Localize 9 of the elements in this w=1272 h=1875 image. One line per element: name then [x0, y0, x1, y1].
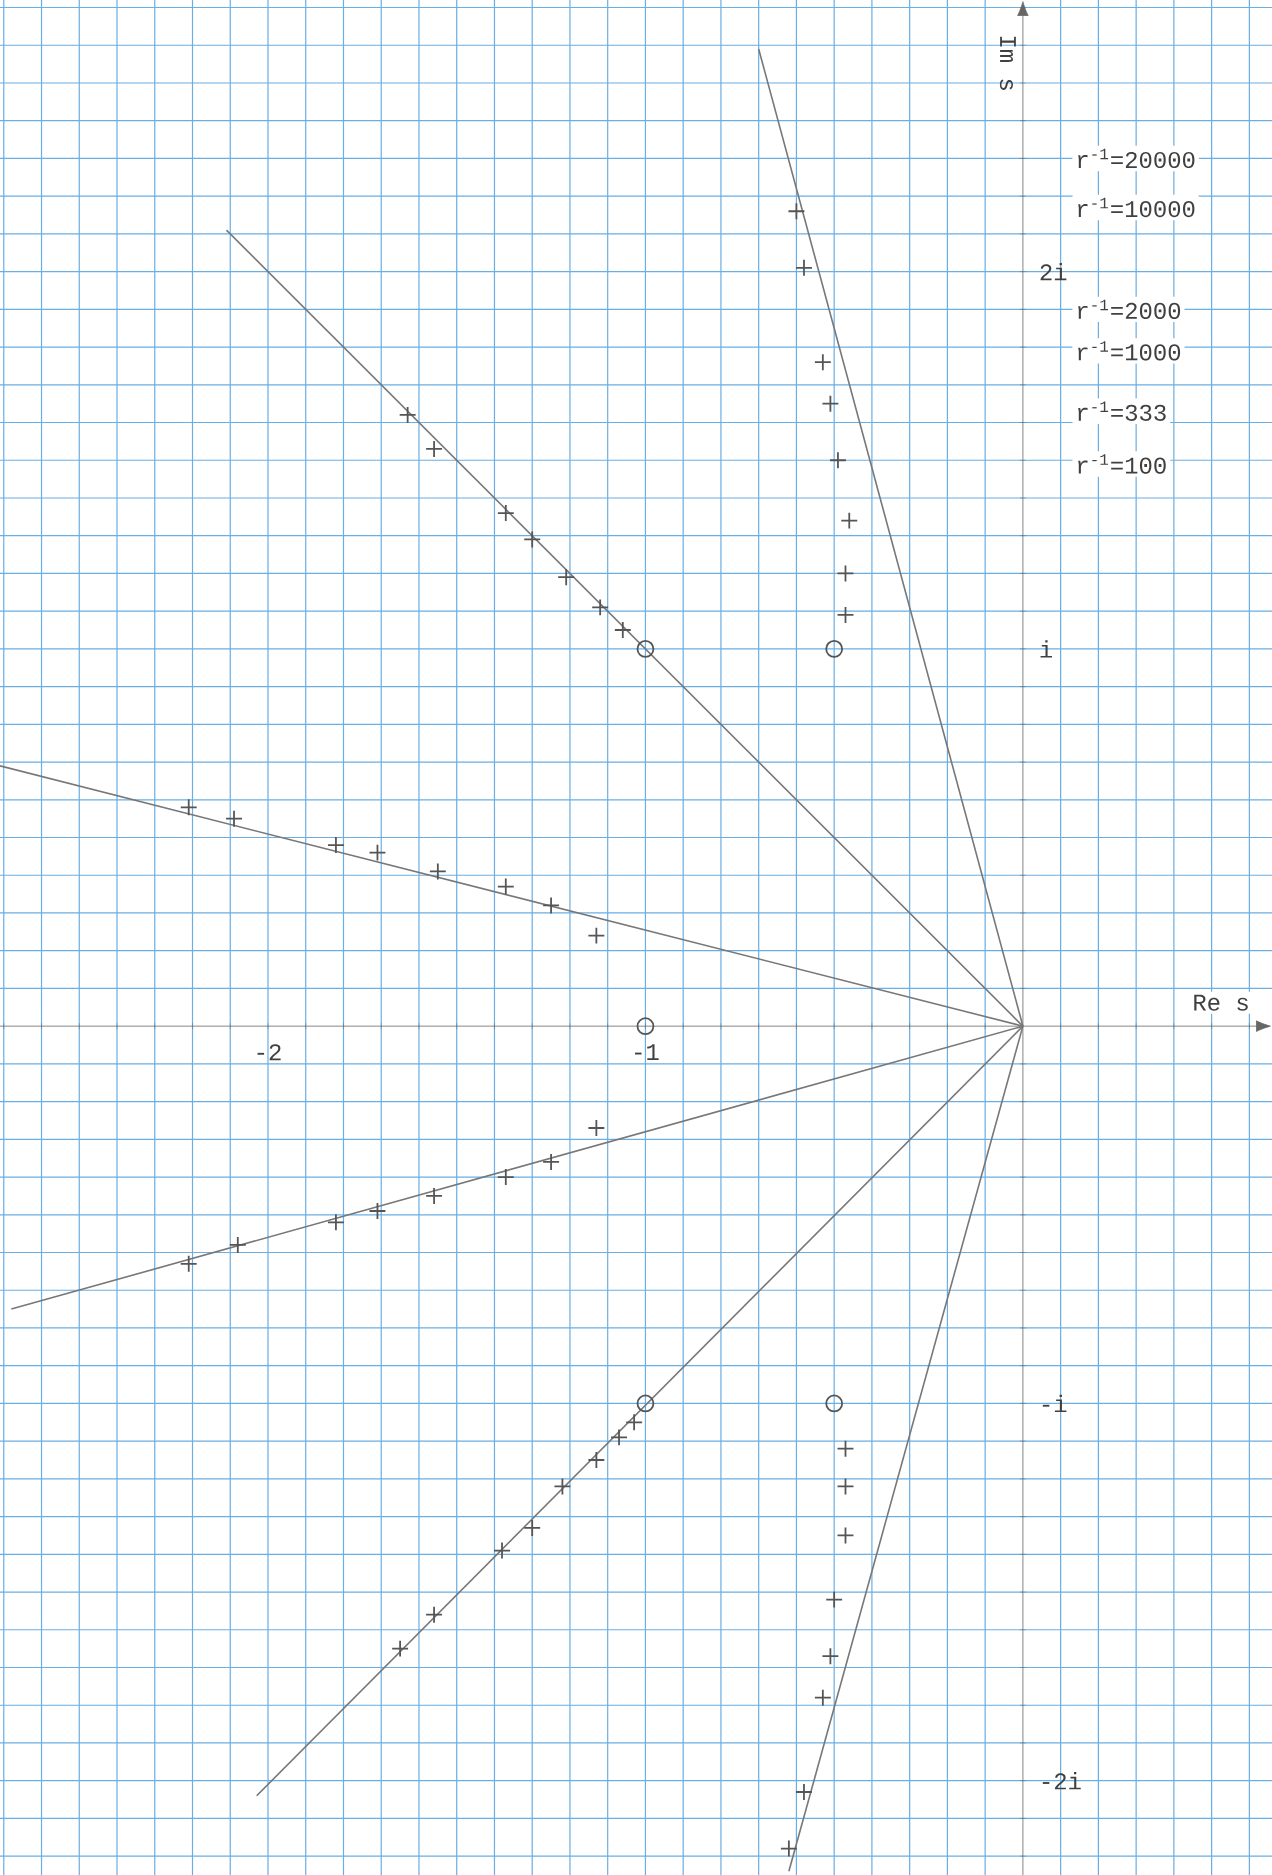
annotation: r$^{-1}$=100 — [1078, 454, 1166, 474]
annotation: r$^{-1}$=1000 — [1078, 341, 1181, 361]
annotation: r$^{-1}$=2000 — [1078, 299, 1181, 320]
annotation: r$^{-1}$=20000 — [1078, 148, 1195, 169]
annotation: r$^{-1}$=10000 — [1078, 197, 1195, 218]
x-tick-label: -2 — [257, 1044, 281, 1061]
x-axis-title: Re s — [1194, 994, 1248, 1011]
annotation: r$^{-1}$=333 — [1078, 401, 1166, 421]
y-axis-title: Im s — [999, 36, 1016, 90]
